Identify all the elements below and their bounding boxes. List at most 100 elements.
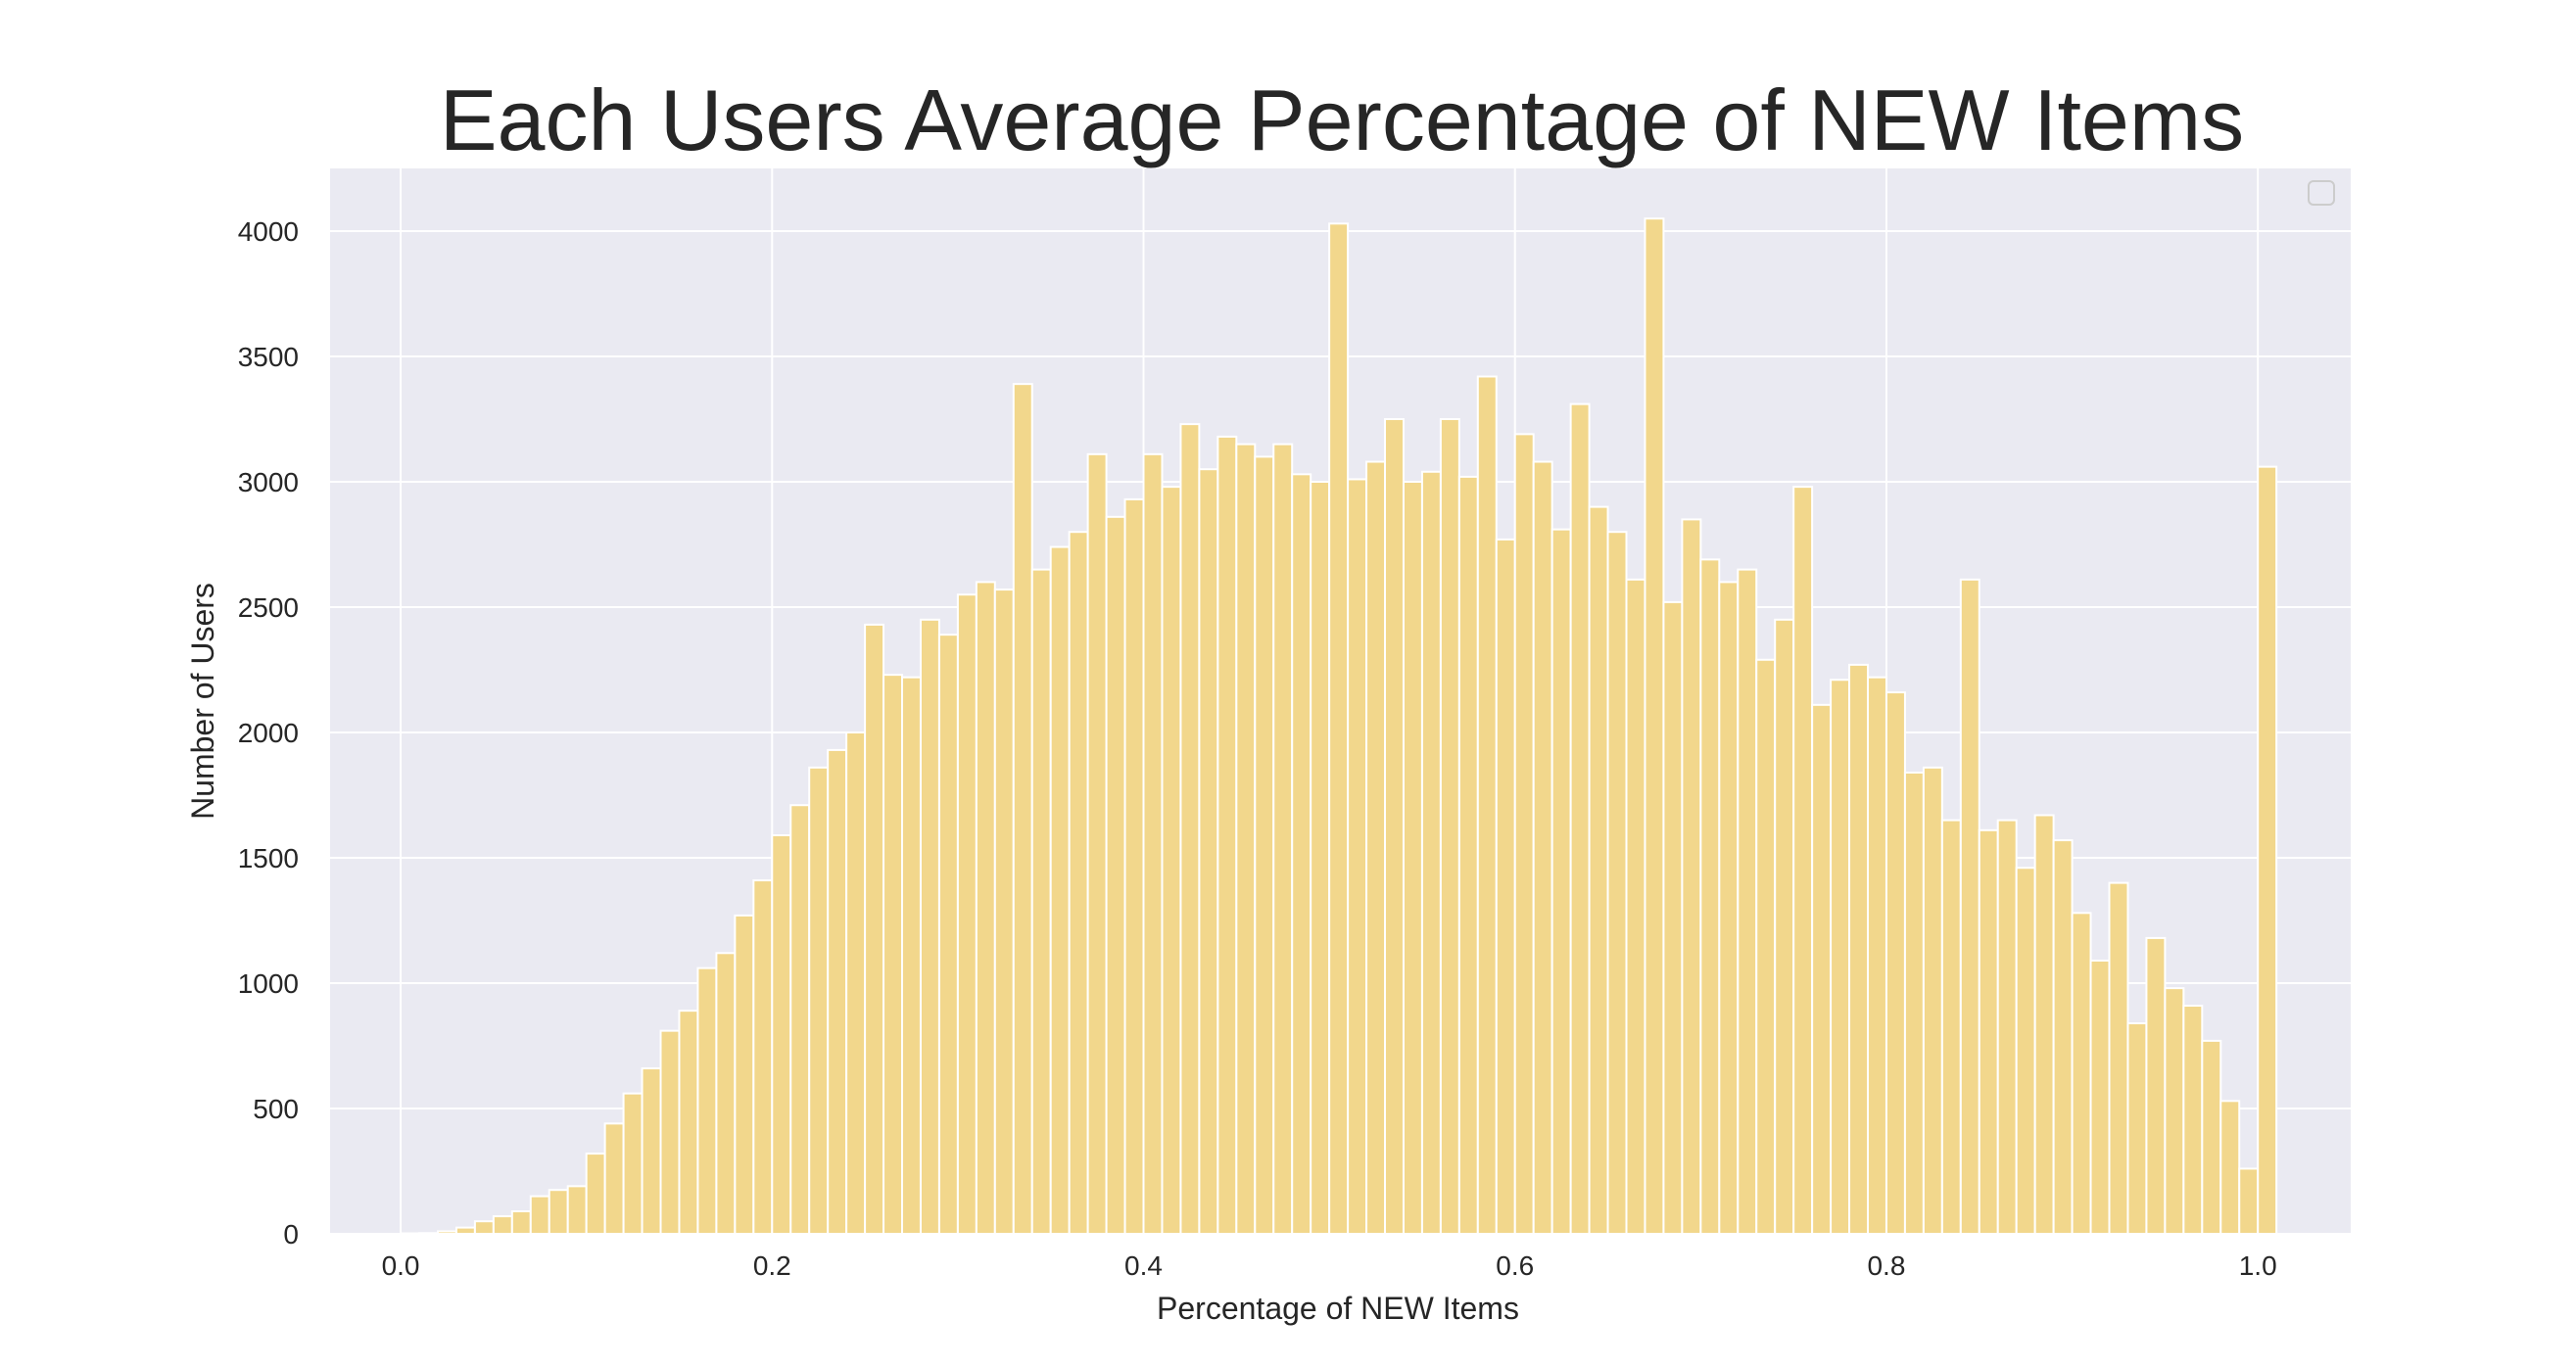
histogram-bar (418, 1232, 439, 1236)
histogram-bar (2015, 867, 2036, 1235)
histogram-bar (1755, 658, 1777, 1235)
histogram-bar (1272, 443, 1294, 1236)
histogram-bar (1384, 418, 1405, 1235)
histogram-bar (1457, 475, 1479, 1235)
histogram-bar (473, 1220, 495, 1235)
histogram-bar (548, 1189, 569, 1235)
histogram-bar (2201, 1039, 2222, 1235)
histogram-bar (752, 879, 774, 1235)
histogram-bar (1198, 468, 1219, 1235)
histogram-bar (1439, 418, 1460, 1235)
histogram-bar (937, 634, 959, 1235)
histogram-bar (1142, 452, 1164, 1235)
histogram-bar (993, 589, 1015, 1235)
y-tick-label: 3500 (238, 342, 299, 372)
histogram-bar (1959, 578, 1980, 1235)
y-tick-label: 2500 (238, 592, 299, 623)
histogram-bar (659, 1029, 681, 1236)
y-tick-label: 2000 (238, 718, 299, 748)
histogram-bar (1365, 460, 1387, 1235)
x-axis-label: Percentage of NEW Items (1157, 1291, 1519, 1326)
x-tick-label: 0.0 (382, 1250, 420, 1281)
histogram-bar (2126, 1021, 2148, 1235)
histogram-bar (1495, 538, 1516, 1235)
histogram-bar (1420, 470, 1442, 1235)
histogram-bar (1030, 568, 1052, 1235)
histogram-bar (1848, 663, 1870, 1235)
histogram-bar (696, 966, 718, 1235)
histogram-bar (1588, 505, 1609, 1235)
histogram-bar (1012, 383, 1033, 1236)
x-tick-label: 0.2 (753, 1250, 791, 1281)
histogram-bar (2071, 912, 2092, 1235)
histogram-bar (2238, 1167, 2260, 1235)
histogram-bar (622, 1092, 644, 1236)
histogram-bar (1310, 481, 1331, 1235)
histogram-bar (1996, 819, 2018, 1235)
histogram-bar (789, 804, 811, 1235)
histogram-bar (1105, 515, 1126, 1235)
histogram-bar (1644, 217, 1665, 1236)
histogram-bar (1235, 443, 1257, 1236)
histogram-bar (1216, 435, 1238, 1236)
histogram-bar (1662, 600, 1684, 1235)
histogram-bar (901, 676, 922, 1235)
histogram-bar (585, 1153, 606, 1235)
histogram-bar (603, 1122, 625, 1235)
histogram-bar (2219, 1100, 2241, 1235)
histogram-bar (2052, 839, 2074, 1236)
histogram-bar (1123, 497, 1145, 1236)
histogram-bar (2257, 465, 2278, 1235)
histogram-bar (771, 833, 792, 1236)
histogram-bar (1792, 486, 1814, 1235)
histogram-bar (1830, 679, 1851, 1235)
histogram-bar (678, 1010, 699, 1236)
x-tick-label: 0.8 (1867, 1250, 1905, 1281)
y-axis-ticks: 0 500 1000 1500 2000 2500 3000 3500 4000 (238, 216, 299, 1249)
histogram-bar (2145, 936, 2167, 1235)
x-tick-label: 1.0 (2239, 1250, 2277, 1281)
x-tick-label: 0.4 (1124, 1250, 1163, 1281)
histogram-bar (436, 1230, 457, 1235)
x-axis-ticks: 0.0 0.2 0.4 0.6 0.8 1.0 (382, 1250, 2277, 1281)
y-tick-label: 0 (283, 1219, 299, 1249)
histogram-bar (1606, 531, 1628, 1235)
histogram-bar (1291, 473, 1312, 1235)
histogram-bar (1569, 402, 1591, 1235)
histogram-bar (1254, 455, 1275, 1235)
histogram-bar (400, 1232, 421, 1236)
histogram-bar (715, 952, 737, 1236)
histogram-bar (1476, 375, 1498, 1236)
histogram-bar (2182, 1005, 2204, 1236)
y-tick-label: 4000 (238, 216, 299, 247)
histogram-bar (1681, 518, 1702, 1235)
histogram-bar (883, 674, 904, 1235)
histogram-bar (1068, 531, 1089, 1235)
histogram-bar (1049, 545, 1071, 1235)
histogram-bars (400, 217, 2278, 1236)
legend-box (2308, 180, 2335, 206)
chart-title: Each Users Average Percentage of NEW Ite… (440, 71, 2244, 168)
histogram-bar (492, 1215, 513, 1235)
histogram-bar (1699, 558, 1721, 1235)
histogram-bar (1774, 618, 1795, 1235)
histogram-bar (566, 1185, 588, 1235)
histogram-bar (2089, 959, 2111, 1236)
histogram-bar (919, 618, 940, 1235)
histogram-bar (1328, 222, 1350, 1236)
histogram-bar (2164, 987, 2185, 1235)
histogram-bar (975, 581, 996, 1235)
histogram-bar (1347, 478, 1368, 1235)
histogram-bar (845, 731, 867, 1235)
y-tick-label: 3000 (238, 467, 299, 497)
histogram-bar (1737, 568, 1758, 1235)
histogram-bar (454, 1226, 476, 1235)
histogram-bar (1922, 766, 1943, 1236)
y-tick-label: 1500 (238, 843, 299, 873)
histogram-bar (2033, 814, 2055, 1235)
histogram-bar (1550, 528, 1572, 1235)
y-tick-label: 500 (253, 1094, 299, 1124)
histogram-bar (1718, 581, 1740, 1235)
